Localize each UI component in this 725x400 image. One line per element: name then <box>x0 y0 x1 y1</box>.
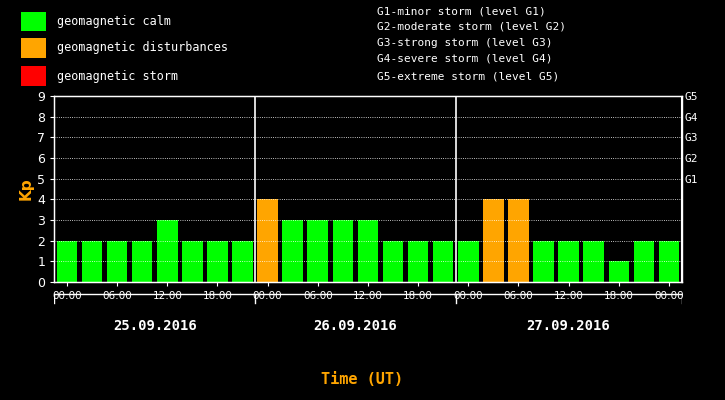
Bar <box>107 241 128 282</box>
Bar <box>383 241 403 282</box>
Text: G2-moderate storm (level G2): G2-moderate storm (level G2) <box>377 22 566 32</box>
Bar <box>634 241 654 282</box>
Text: G1-minor storm (level G1): G1-minor storm (level G1) <box>377 6 545 16</box>
Bar <box>257 199 278 282</box>
Bar <box>508 199 529 282</box>
Text: Time (UT): Time (UT) <box>321 372 404 388</box>
Bar <box>433 241 453 282</box>
Bar <box>232 241 253 282</box>
Y-axis label: Kp: Kp <box>18 178 33 200</box>
Text: geomagnetic calm: geomagnetic calm <box>57 15 171 28</box>
Text: G4-severe storm (level G4): G4-severe storm (level G4) <box>377 54 552 64</box>
Text: 25.09.2016: 25.09.2016 <box>113 318 196 333</box>
Bar <box>659 241 679 282</box>
Bar <box>57 241 77 282</box>
Bar <box>307 220 328 282</box>
Text: geomagnetic disturbances: geomagnetic disturbances <box>57 42 228 54</box>
Text: geomagnetic storm: geomagnetic storm <box>57 70 178 83</box>
Bar <box>132 241 152 282</box>
Text: G3-strong storm (level G3): G3-strong storm (level G3) <box>377 38 552 48</box>
Bar <box>22 66 46 86</box>
Bar <box>333 220 353 282</box>
Bar <box>22 38 46 58</box>
Bar <box>283 220 303 282</box>
Bar <box>534 241 554 282</box>
Bar <box>558 241 579 282</box>
Bar <box>357 220 378 282</box>
Bar <box>584 241 604 282</box>
Bar <box>408 241 428 282</box>
Bar <box>157 220 178 282</box>
Bar <box>608 261 629 282</box>
Bar <box>22 12 46 31</box>
Bar <box>458 241 478 282</box>
Text: 26.09.2016: 26.09.2016 <box>313 318 397 333</box>
Bar <box>483 199 504 282</box>
Bar <box>82 241 102 282</box>
Bar <box>207 241 228 282</box>
Bar <box>182 241 202 282</box>
Text: G5-extreme storm (level G5): G5-extreme storm (level G5) <box>377 71 559 81</box>
Text: 27.09.2016: 27.09.2016 <box>527 318 610 333</box>
